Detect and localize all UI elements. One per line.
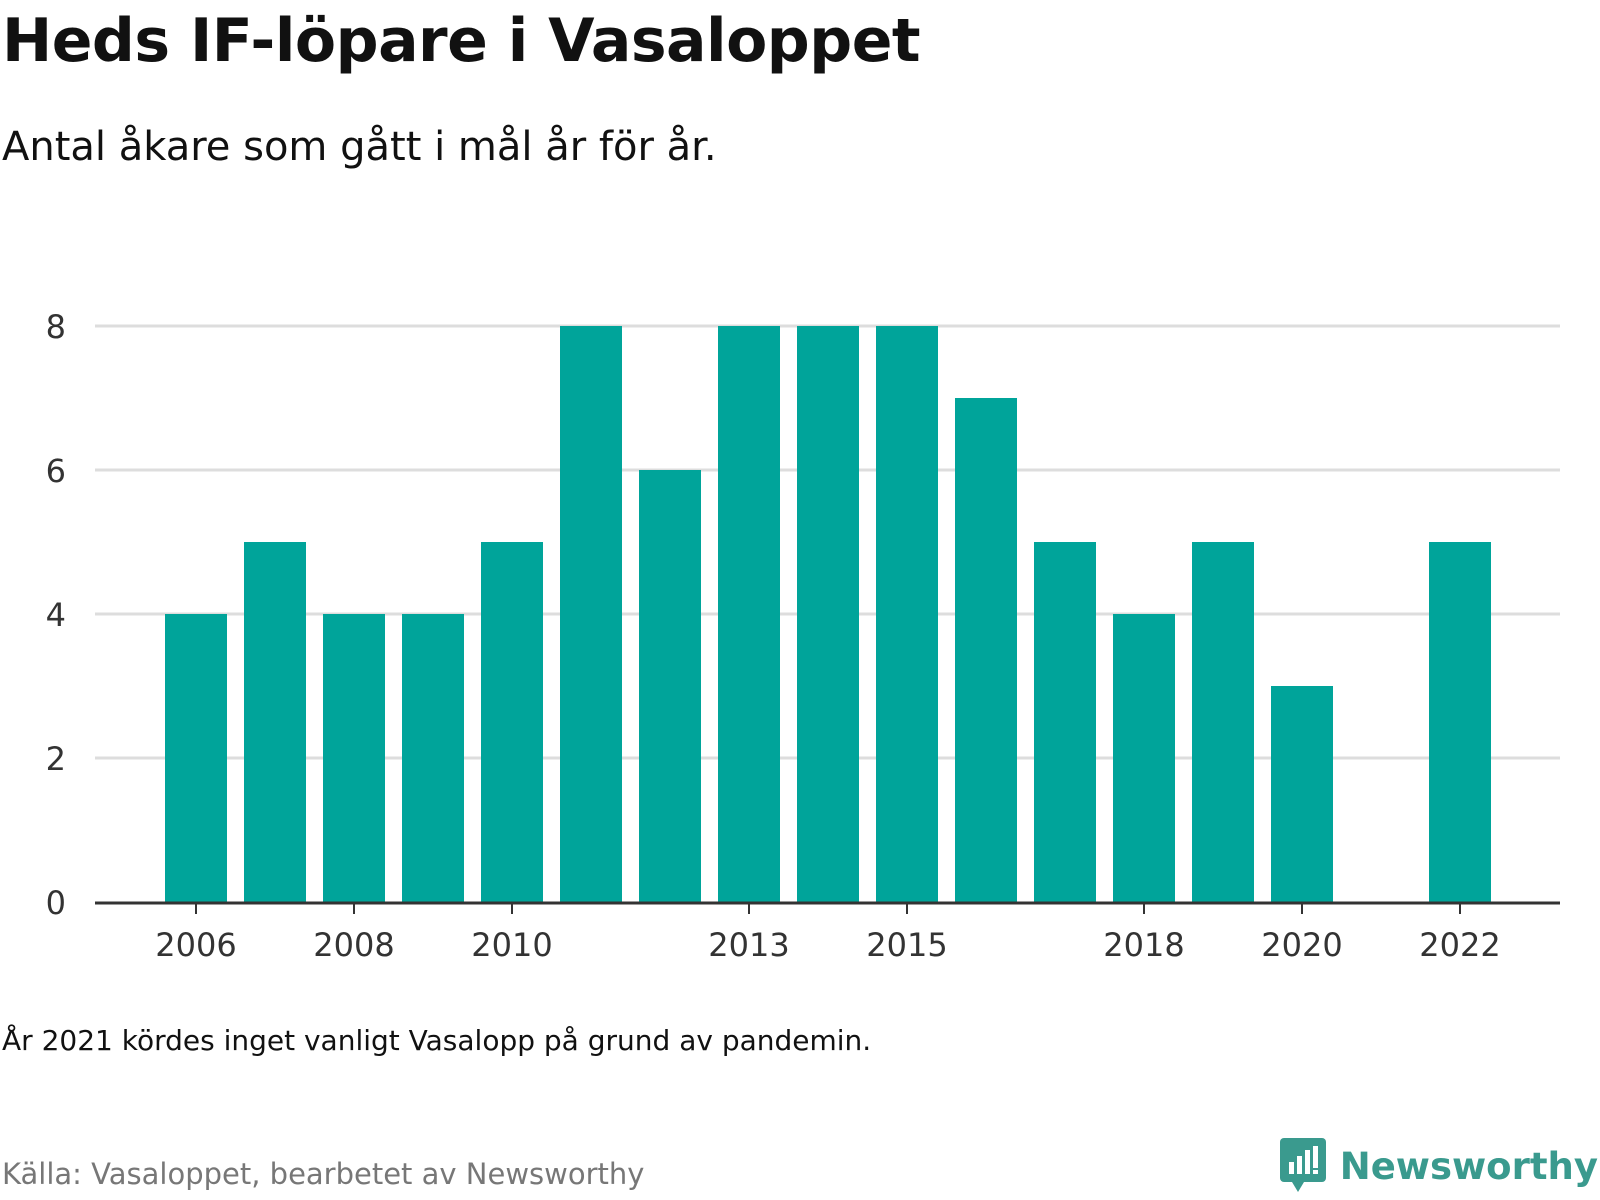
newsworthy-logo-icon	[1279, 1138, 1326, 1192]
bar-2012	[639, 470, 701, 902]
bar-2019	[1192, 542, 1254, 902]
bars	[165, 326, 1491, 902]
x-tick-label: 2015	[866, 926, 947, 964]
page-title: Heds IF-löpare i Vasaloppet	[2, 6, 921, 76]
page-subtitle: Antal åkare som gått i mål år för år.	[2, 124, 717, 170]
bar-2006	[165, 614, 227, 902]
brand-logo: Newsworthy	[1278, 1136, 1598, 1196]
bar-2018	[1113, 614, 1175, 902]
x-tick-label: 2013	[708, 926, 789, 964]
bar-2020	[1271, 686, 1333, 902]
x-tick-label: 2006	[155, 926, 236, 964]
x-tick-label: 2020	[1261, 926, 1342, 964]
bar-2017	[1034, 542, 1096, 902]
bar-2022	[1429, 542, 1491, 902]
tick-labels: 0 2 4 6 8 2006 2008 2010 2013 2015 2018 2020 2022	[46, 308, 1501, 964]
bar-2008	[323, 614, 385, 902]
bar-2014	[797, 326, 859, 902]
y-tick-label: 4	[46, 596, 66, 634]
x-tick-label: 2022	[1419, 926, 1500, 964]
x-tick-label: 2010	[471, 926, 552, 964]
brand-name: Newsworthy	[1339, 1144, 1598, 1188]
y-tick-label: 6	[46, 452, 66, 490]
bar-2011	[560, 326, 622, 902]
y-tick-label: 8	[46, 308, 66, 346]
y-tick-label: 2	[46, 740, 66, 778]
bar-2010	[481, 542, 543, 902]
x-tick-label: 2018	[1103, 926, 1184, 964]
bar-2013	[718, 326, 780, 902]
chart-note: År 2021 kördes inget vanligt Vasalopp på…	[2, 1024, 872, 1057]
bar-2016	[955, 398, 1017, 902]
bar-2007	[244, 542, 306, 902]
x-tick-label: 2008	[313, 926, 394, 964]
bar-chart: 0 2 4 6 8 2006 2008 2010 2013 2015 2018 2020 2022	[46, 308, 1560, 964]
bar-2009	[402, 614, 464, 902]
source-text: Källa: Vasaloppet, bearbetet av Newswort…	[2, 1157, 645, 1191]
bar-2015	[876, 326, 938, 902]
axes	[95, 901, 1560, 914]
y-tick-label: 0	[46, 884, 66, 922]
